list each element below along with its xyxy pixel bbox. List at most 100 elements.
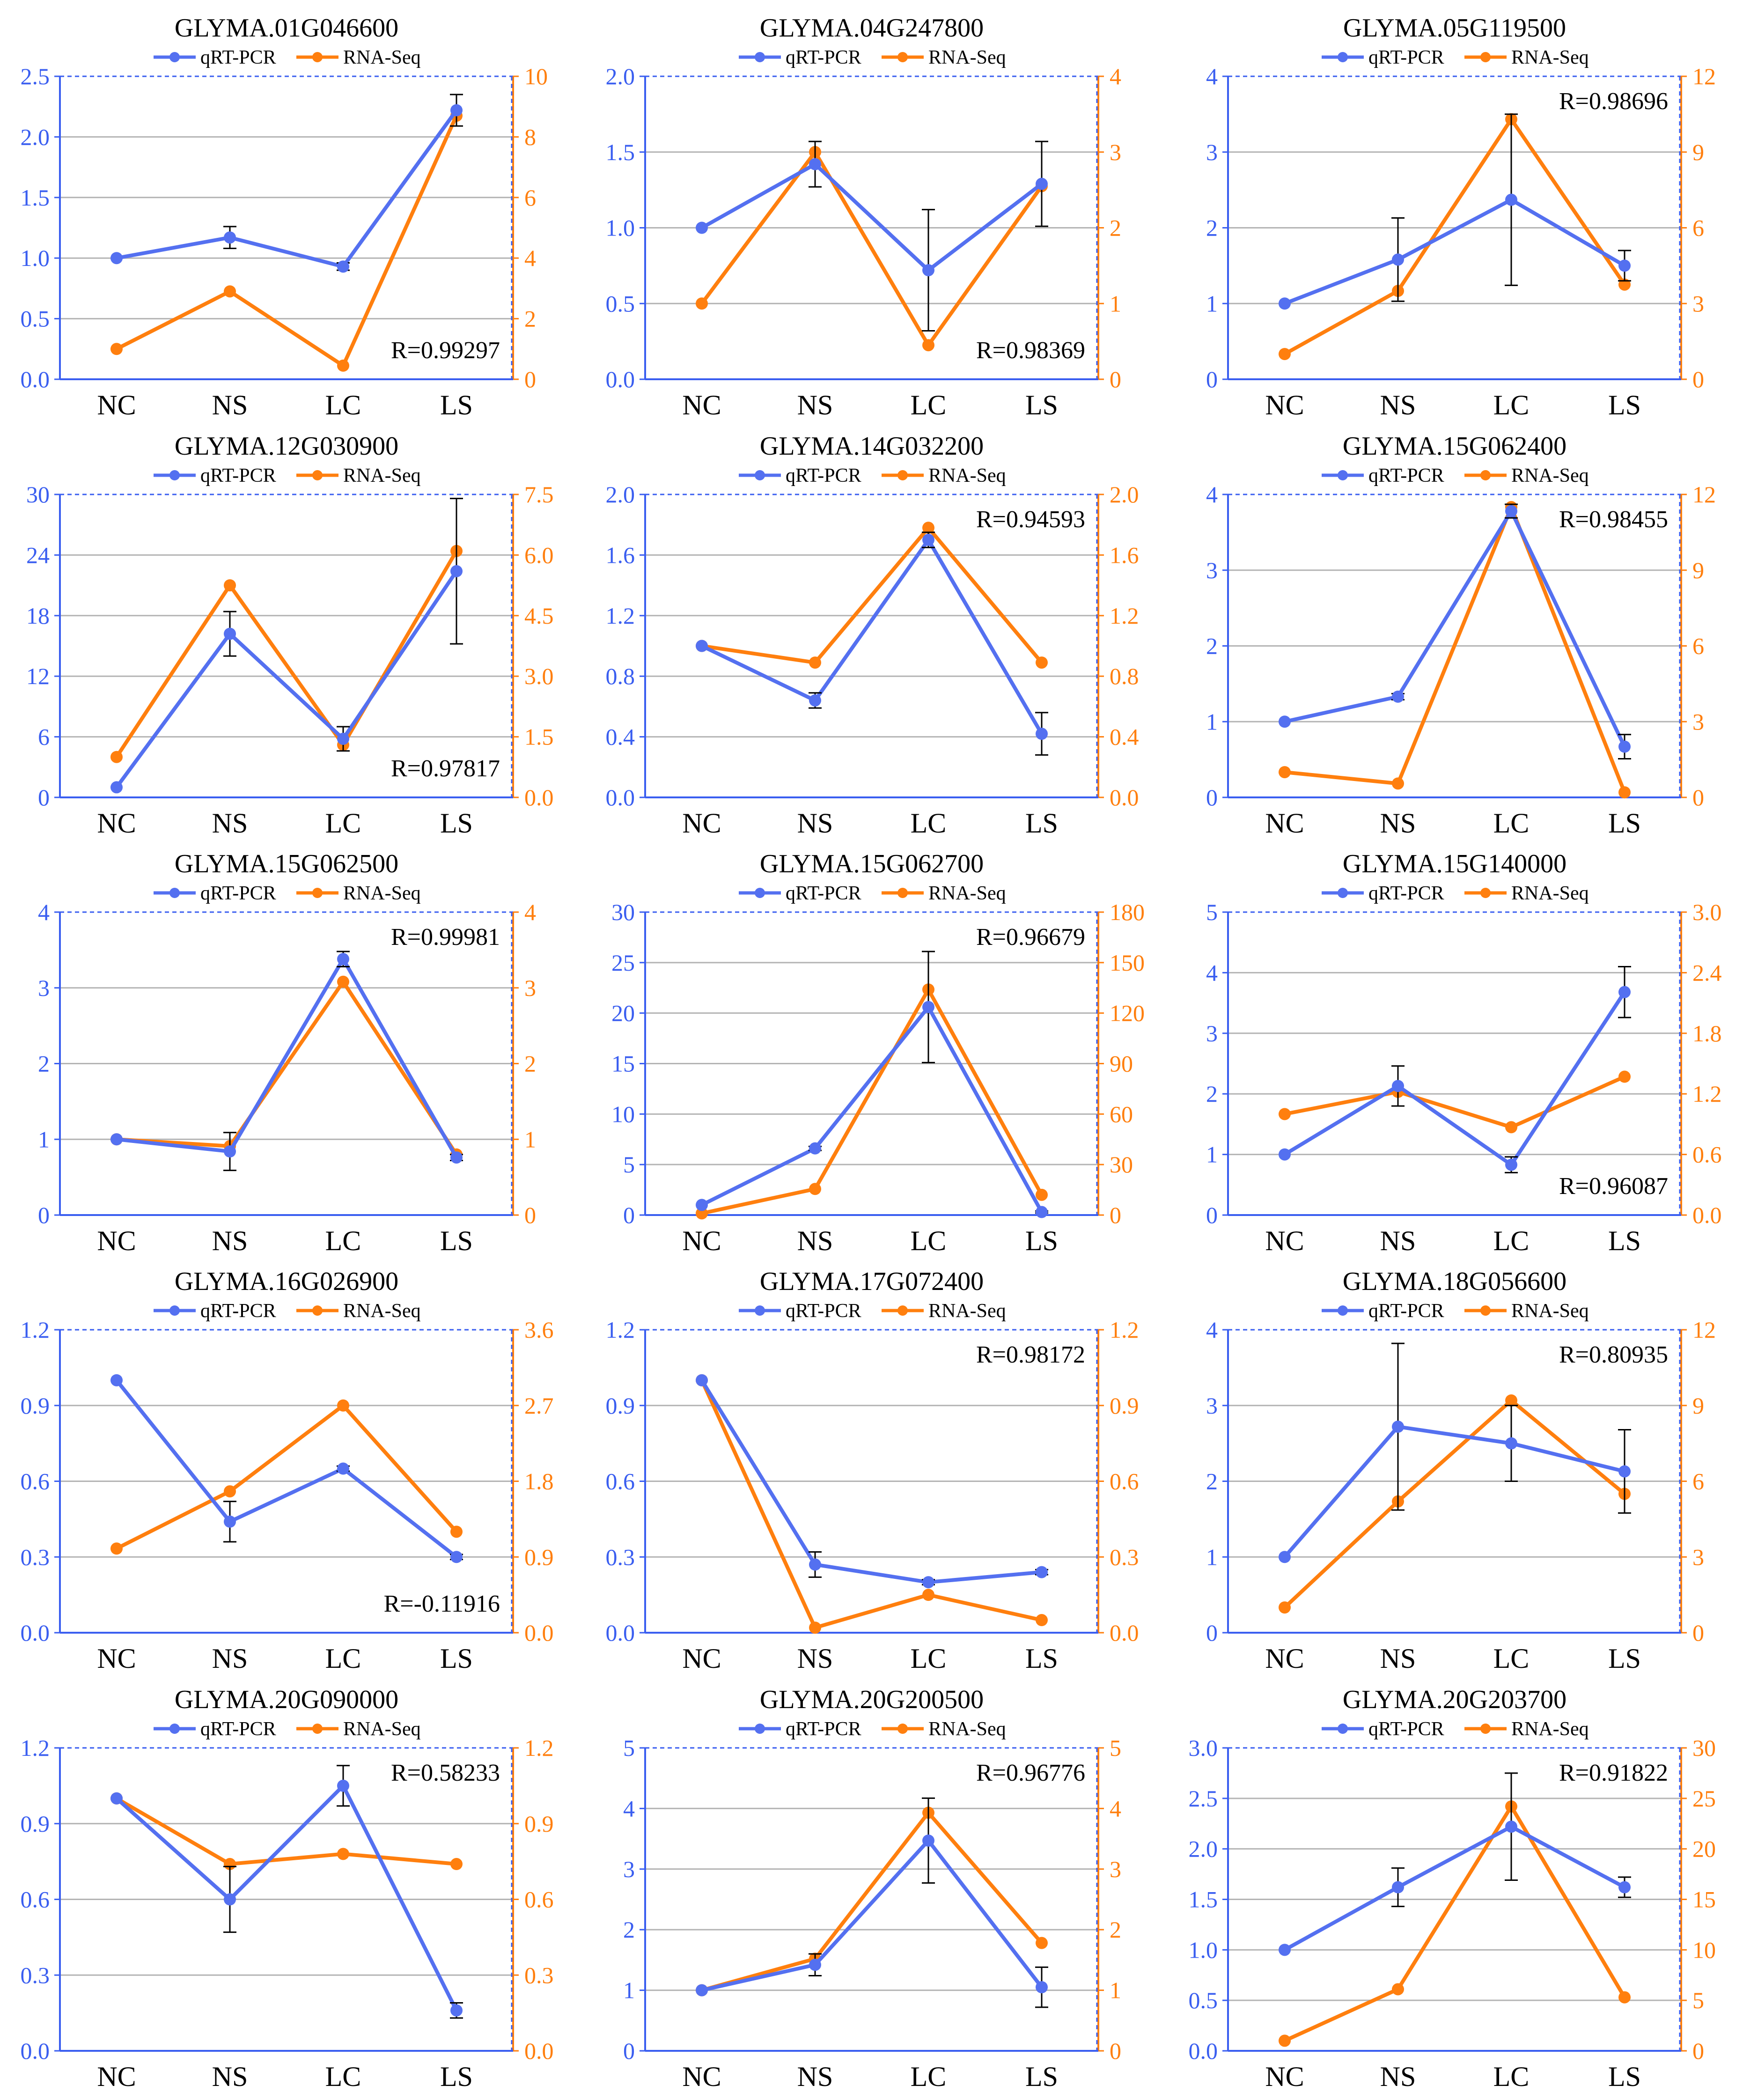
left-tick-label: 1.0 (1189, 1937, 1218, 1963)
left-tick-label: 0.6 (21, 1886, 50, 1913)
data-point-qrt-pcr (809, 1959, 821, 1971)
x-tick-label: LC (911, 808, 947, 839)
data-point-qrt-pcr (337, 260, 349, 273)
data-point-qrt-pcr (1279, 715, 1291, 728)
data-point-rna-seq (1618, 1991, 1631, 2004)
left-tick-label: 0.3 (606, 1544, 635, 1570)
left-tick-label: 3.0 (1189, 1735, 1218, 1761)
right-tick-label: 1.8 (524, 1468, 554, 1495)
left-tick-label: 2 (1206, 1081, 1218, 1107)
left-tick-label: 2.0 (1189, 1836, 1218, 1862)
series-line-rna-seq (116, 115, 458, 368)
x-tick-label: NC (97, 2061, 136, 2092)
data-point-qrt-pcr (110, 1792, 123, 1805)
left-tick-label: 2.5 (21, 63, 50, 89)
series-line-qrt-pcr (116, 957, 458, 1159)
x-tick-label: NS (1380, 390, 1416, 420)
x-tick-label: LS (440, 2061, 473, 2092)
right-tick-label: 9 (1692, 557, 1704, 583)
correlation-label: R=0.98455 (1559, 506, 1668, 533)
series-line-qrt-pcr (701, 538, 1044, 735)
right-tick-label: 3.0 (524, 663, 554, 689)
left-tick-label: 18 (26, 603, 50, 629)
legend-qrt-marker (169, 1305, 180, 1316)
right-tick-label: 0.4 (1110, 724, 1139, 750)
legend-qrt-marker (755, 888, 765, 898)
series-line-rna-seq (1283, 1398, 1626, 1609)
left-tick-label: 0.6 (606, 1468, 635, 1495)
data-point-qrt-pcr (1036, 1981, 1048, 1994)
left-tick-label: 12 (26, 663, 50, 689)
legend-rna-label: RNA-Seq (1511, 883, 1589, 904)
left-tick-label: 0 (1206, 366, 1218, 392)
left-tick-label: 1 (1206, 1544, 1218, 1570)
series-line-qrt-pcr (115, 570, 458, 788)
data-point-qrt-pcr (337, 953, 349, 965)
data-point-rna-seq (1036, 1614, 1048, 1627)
right-tick-label: 120 (1110, 1000, 1145, 1026)
chart-panel-5: GLYMA.14G032200 qRT-PCR RNA-Seq 0.0 0.4 0.8 1.… (606, 432, 1139, 839)
left-tick-label: 2.5 (1189, 1785, 1218, 1812)
data-point-rna-seq (337, 359, 349, 372)
right-tick-label: 10 (524, 63, 548, 89)
legend-qrt-marker (755, 1724, 765, 1734)
left-tick-label: 2 (623, 1916, 635, 1943)
right-tick-label: 150 (1110, 950, 1145, 976)
left-tick-label: 1.2 (21, 1317, 50, 1343)
legend-qrt-marker (755, 52, 765, 62)
chart-title: GLYMA.20G203700 (1343, 1685, 1566, 1714)
data-point-qrt-pcr (1618, 1465, 1631, 1478)
left-tick-label: 0.0 (21, 2038, 50, 2064)
x-tick-label: NS (212, 390, 248, 420)
right-tick-label: 0.0 (524, 1620, 554, 1646)
data-point-rna-seq (922, 522, 934, 534)
legend-rna-label: RNA-Seq (343, 1300, 421, 1322)
data-point-qrt-pcr (450, 1551, 463, 1563)
chart-title: GLYMA.20G090000 (175, 1685, 398, 1714)
data-point-rna-seq (224, 1485, 236, 1498)
data-point-rna-seq (1618, 786, 1631, 799)
x-tick-label: LS (440, 1643, 473, 1674)
left-tick-label: 1.2 (606, 603, 635, 629)
chart-title: GLYMA.05G119500 (1343, 14, 1566, 43)
x-tick-label: LC (1493, 1643, 1530, 1674)
right-tick-label: 0.3 (1110, 1544, 1139, 1570)
left-tick-label: 5 (623, 1151, 635, 1178)
right-tick-label: 0 (1692, 784, 1704, 811)
data-point-qrt-pcr (224, 1515, 236, 1528)
x-tick-label: NC (1265, 808, 1304, 839)
legend-qrt-marker (1338, 1305, 1348, 1316)
data-point-rna-seq (1279, 1601, 1291, 1614)
x-tick-label: LS (1608, 390, 1641, 420)
chart-panel-13: GLYMA.20G090000 qRT-PCR RNA-Seq 0.0 0.3 0.6 0.… (21, 1685, 554, 2092)
data-point-qrt-pcr (450, 1151, 463, 1164)
right-tick-label: 4 (524, 899, 536, 925)
right-tick-label: 4 (1110, 63, 1121, 89)
right-tick-label: 0 (1692, 1620, 1704, 1646)
x-tick-label: NS (1380, 2061, 1416, 2092)
legend-qrt-label: qRT-PCR (786, 47, 861, 68)
correlation-label: R=0.91822 (1559, 1760, 1668, 1786)
data-point-rna-seq (1505, 1121, 1517, 1134)
left-tick-label: 4 (1206, 481, 1218, 508)
series-line-qrt-pcr (1284, 198, 1626, 305)
chart-panel-8: GLYMA.15G062700 qRT-PCR RNA-Seq 0 5 10 15 20 25 3… (611, 849, 1145, 1256)
left-tick-label: 0.5 (1189, 1987, 1218, 2013)
right-tick-label: 0 (1692, 366, 1704, 392)
legend-rna-marker (897, 470, 908, 480)
data-point-rna-seq (809, 656, 821, 669)
series-line-qrt-pcr (1284, 509, 1626, 748)
series-line-qrt-pcr (116, 109, 458, 269)
data-point-qrt-pcr (110, 252, 123, 265)
x-tick-label: LC (325, 1225, 361, 1256)
chart-title: GLYMA.18G056600 (1343, 1267, 1566, 1296)
legend-qrt-label: qRT-PCR (786, 465, 861, 486)
right-tick-label: 12 (1692, 63, 1716, 89)
data-point-qrt-pcr (224, 627, 236, 640)
data-point-qrt-pcr (1279, 1944, 1291, 1956)
right-tick-label: 0.8 (1110, 663, 1139, 689)
left-tick-label: 0 (1206, 784, 1218, 811)
right-tick-label: 20 (1692, 1836, 1716, 1862)
legend-qrt-marker (169, 1724, 180, 1734)
